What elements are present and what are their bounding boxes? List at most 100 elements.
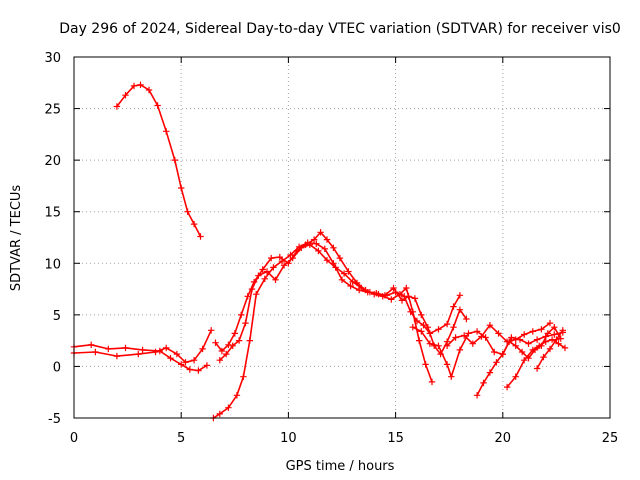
data-point-marker [317, 229, 324, 236]
data-point-marker [276, 253, 283, 261]
data-point-marker [411, 295, 419, 302]
data-point-marker [463, 315, 470, 323]
axis-ticks [73, 56, 611, 419]
data-point-marker [163, 128, 170, 135]
data-point-marker [544, 330, 551, 337]
data-point-marker [186, 366, 193, 373]
data-point-marker [225, 341, 232, 348]
data-point-marker [88, 341, 95, 348]
data-point-marker [233, 392, 241, 399]
data-point-marker [122, 344, 129, 352]
data-point-marker [340, 270, 348, 277]
data-point-marker [113, 103, 121, 110]
data-point-marker [330, 244, 337, 251]
data-point-marker [347, 282, 354, 290]
data-point-marker [321, 245, 328, 252]
data-point-marker [163, 344, 170, 352]
series-trace-line [214, 231, 433, 383]
data-point-marker [443, 342, 451, 349]
y-tick-labels: -5 0 5 10 15 20 25 30 [44, 51, 61, 427]
data-point-marker [473, 392, 481, 399]
data-point-marker [428, 378, 436, 386]
data-point-marker [499, 350, 506, 358]
data-point-marker [418, 311, 425, 319]
data-point-marker [130, 82, 138, 90]
data-point-marker [512, 373, 519, 380]
data-point-marker [495, 330, 502, 337]
data-point-marker [546, 345, 554, 353]
data-point-marker [295, 243, 303, 250]
data-point-marker [390, 284, 397, 292]
data-point-marker [248, 285, 256, 293]
x-tick-label: 15 [387, 431, 404, 446]
data-point-marker [450, 303, 457, 310]
data-point-marker [225, 404, 232, 411]
data-point-marker [261, 275, 268, 282]
data-point-marker [304, 239, 311, 246]
data-point-marker [113, 352, 121, 360]
x-axis-label: GPS time / hours [286, 459, 395, 474]
series-trace-line [411, 326, 564, 378]
data-point-marker [456, 346, 464, 354]
data-point-marker [182, 359, 189, 366]
data-point-marker [533, 365, 541, 372]
data-point-marker [559, 327, 566, 334]
data-series [70, 81, 569, 422]
data-point-marker [145, 86, 153, 94]
data-point-marker [139, 346, 146, 354]
data-point-marker [259, 266, 266, 273]
series-trace-1 [113, 81, 204, 240]
data-point-marker [356, 286, 363, 294]
data-point-marker [178, 184, 185, 192]
data-point-marker [313, 240, 320, 247]
data-point-marker [231, 330, 238, 337]
data-point-marker [323, 236, 331, 243]
data-point-marker [536, 342, 543, 349]
x-tick-label: 0 [70, 431, 78, 446]
y-tick-label: 15 [44, 206, 61, 221]
x-tick-label: 5 [177, 431, 185, 446]
series-trace-line [476, 326, 562, 397]
data-point-marker [443, 320, 451, 328]
series-trace-11 [533, 327, 566, 372]
data-point-marker [503, 383, 511, 391]
data-point-marker [310, 236, 318, 243]
data-point-marker [216, 357, 223, 364]
y-tick-label: 20 [44, 154, 61, 169]
series-trace-line [212, 241, 468, 419]
data-point-marker [403, 284, 410, 292]
data-point-marker [171, 156, 178, 164]
data-point-marker [137, 81, 144, 88]
series-trace-6 [210, 239, 470, 422]
data-point-marker [388, 296, 395, 303]
data-point-marker [216, 410, 223, 418]
data-point-marker [461, 332, 468, 339]
data-point-marker [538, 326, 545, 333]
y-tick-label: 30 [44, 51, 61, 66]
y-tick-label: 10 [44, 257, 61, 272]
data-point-marker [435, 326, 442, 333]
data-point-marker [105, 345, 112, 353]
data-point-marker [323, 257, 331, 264]
data-point-marker [122, 92, 129, 99]
data-point-marker [330, 260, 337, 267]
series-trace-line [219, 243, 461, 362]
data-point-marker [525, 340, 532, 347]
data-point-marker [561, 344, 569, 352]
data-point-marker [413, 317, 421, 325]
x-tick-label: 25 [602, 431, 619, 446]
data-point-marker [426, 340, 434, 347]
series-trace-8 [443, 319, 554, 349]
data-point-marker [533, 336, 541, 343]
data-point-marker [529, 346, 536, 354]
data-point-marker [197, 233, 204, 240]
chart-title: Day 296 of 2024, Sidereal Day-to-day VTE… [59, 21, 621, 37]
data-point-marker [92, 348, 99, 356]
data-point-marker [246, 337, 253, 344]
data-point-marker [486, 369, 494, 376]
data-point-marker [173, 350, 181, 358]
plot-frame [73, 56, 611, 419]
series-trace-line [116, 84, 202, 238]
data-point-marker [557, 335, 564, 342]
